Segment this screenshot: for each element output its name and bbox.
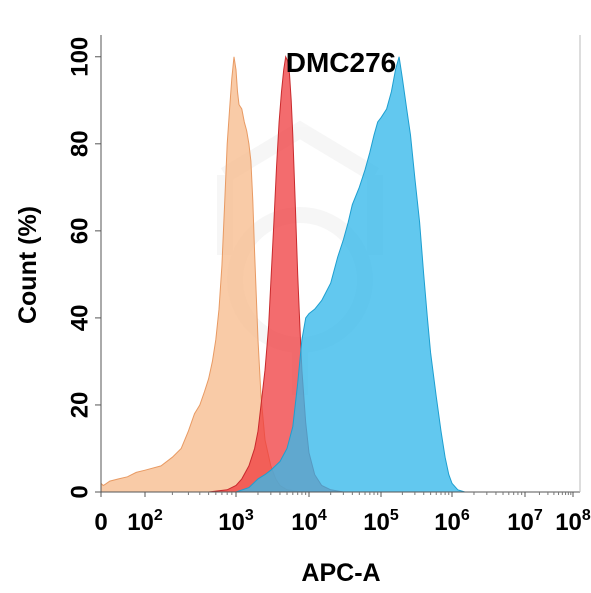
x-axis-ticks: 0 102 103 104 105 106 107 108	[94, 492, 591, 536]
chart-title: DMC276	[286, 47, 396, 78]
y-tick-label: 60	[66, 218, 93, 245]
x-tick-label: 106	[434, 507, 470, 536]
y-axis-ticks: 0 20 40 60 80 100	[66, 37, 101, 499]
y-tick-label: 40	[66, 305, 93, 332]
x-tick-label: 102	[127, 507, 163, 536]
x-tick-label: 0	[94, 509, 107, 536]
x-tick-label: 105	[363, 507, 399, 536]
y-axis-title: Count (%)	[14, 206, 42, 324]
y-tick-label: 20	[66, 392, 93, 419]
y-tick-label: 100	[66, 37, 93, 77]
x-axis-title: APC-A	[301, 559, 380, 587]
x-tick-label: 108	[555, 507, 591, 536]
y-tick-label: 0	[66, 485, 93, 498]
x-tick-label: 107	[507, 507, 543, 536]
x-tick-label: 104	[291, 507, 327, 536]
histogram-series-1	[100, 56, 302, 493]
y-tick-label: 80	[66, 130, 93, 157]
histogram-series-3	[101, 56, 466, 493]
x-tick-label: 103	[218, 507, 254, 536]
plot-area	[100, 55, 466, 493]
